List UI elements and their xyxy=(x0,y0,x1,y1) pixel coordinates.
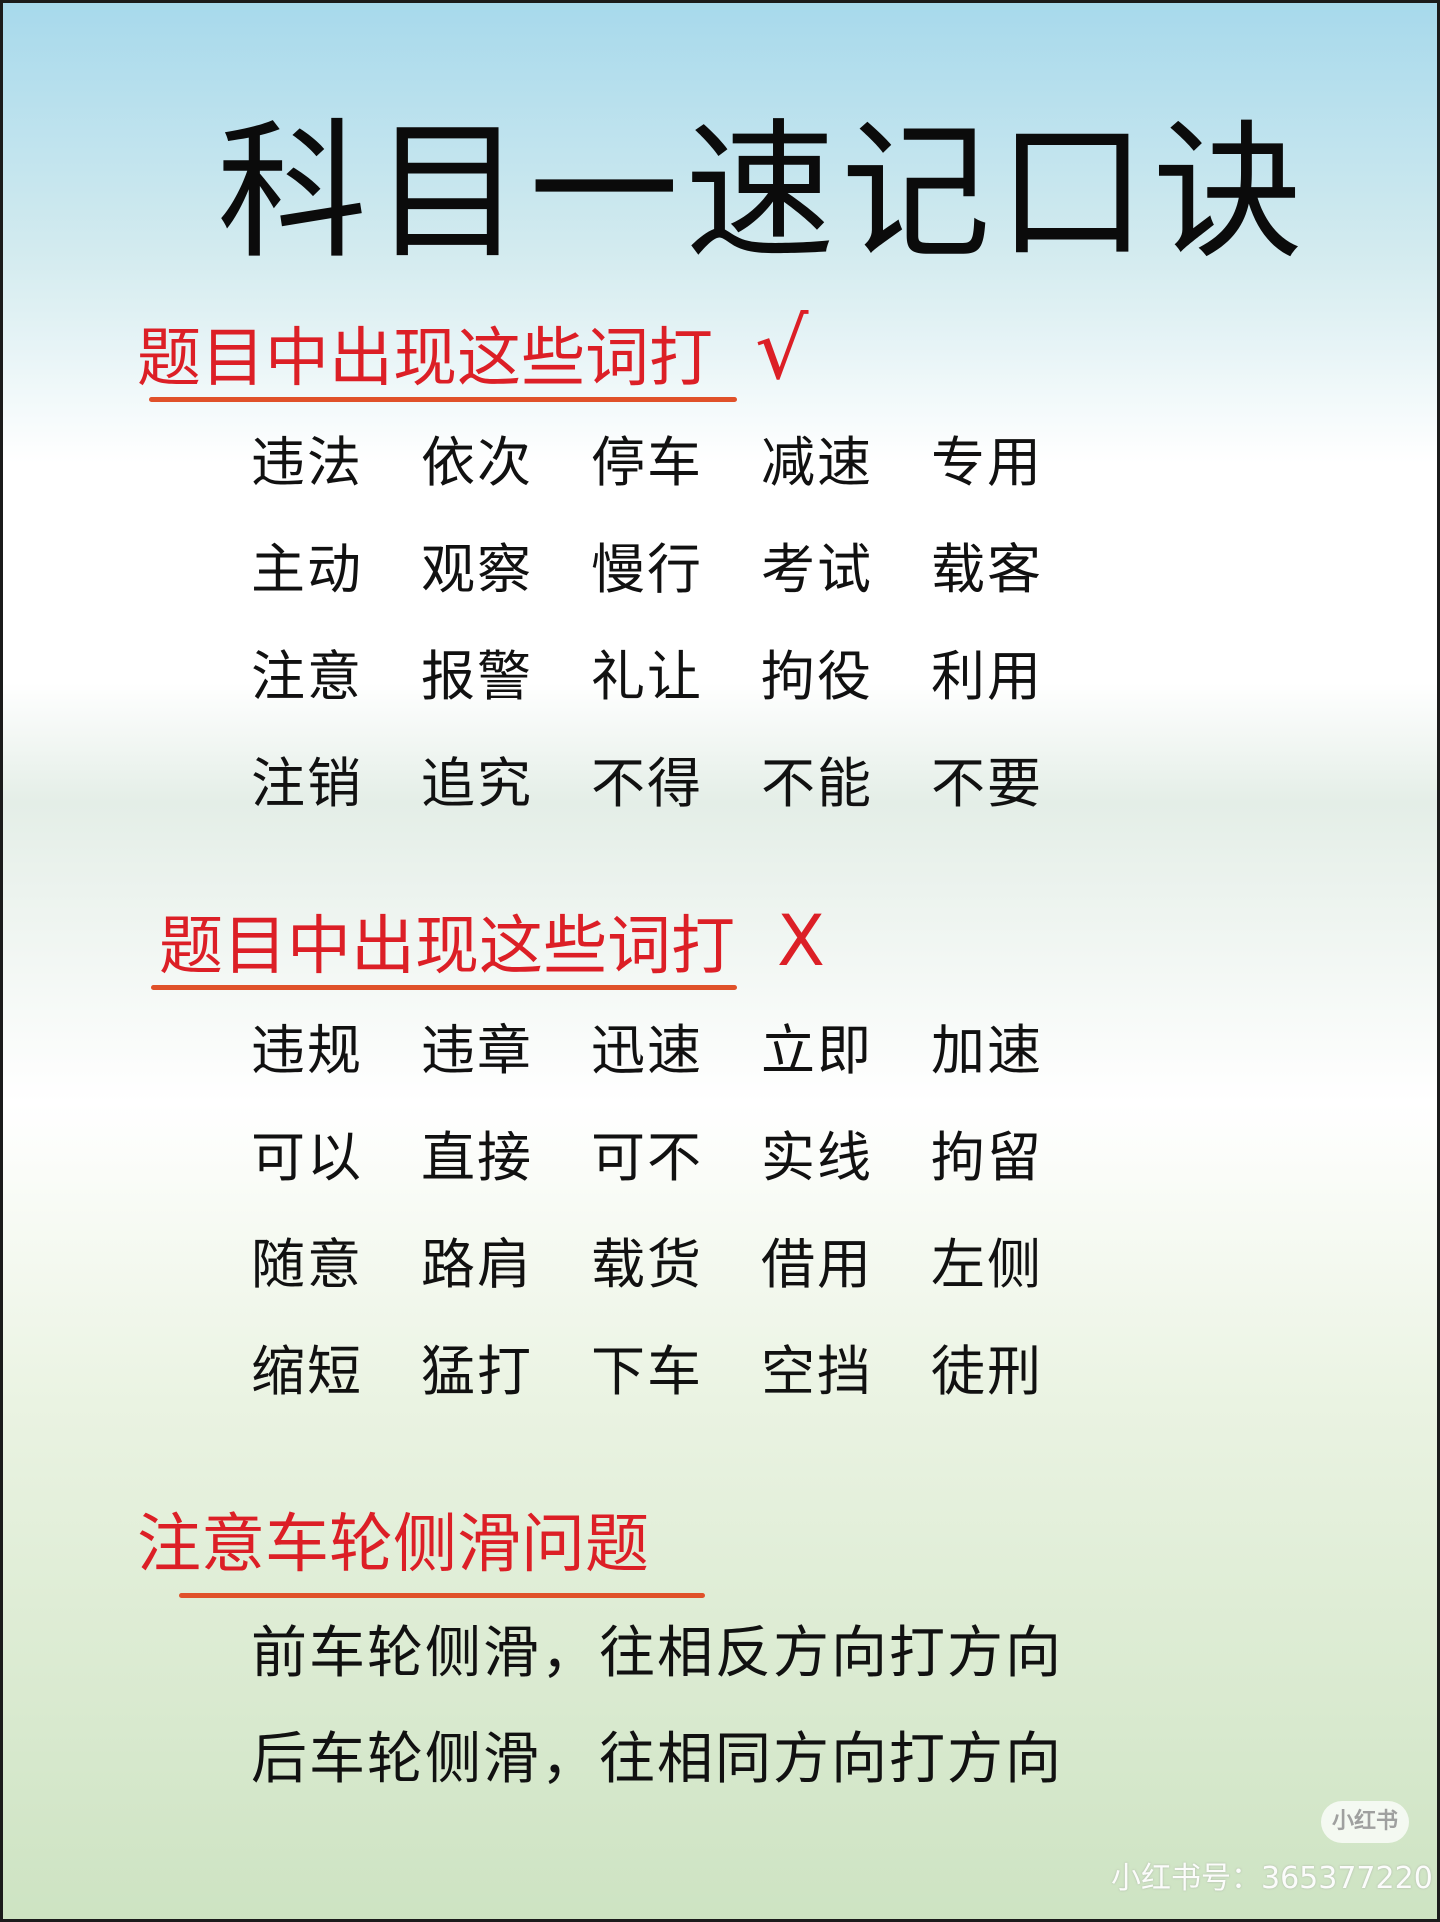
word-item: 空挡 xyxy=(761,1340,873,1403)
word-item: 违章 xyxy=(421,1019,533,1082)
word-grid-correct: 违法 依次 停车 减速 专用 主动 观察 慢行 考试 载客 注意 报警 礼让 拘… xyxy=(251,431,1131,859)
word-item: 报警 xyxy=(421,645,533,708)
word-item: 借用 xyxy=(761,1233,873,1296)
word-item: 利用 xyxy=(931,645,1043,708)
word-item: 拘役 xyxy=(761,645,873,708)
word-item: 实线 xyxy=(761,1126,873,1189)
section-underline xyxy=(151,985,737,990)
word-item: 缩短 xyxy=(251,1340,363,1403)
skid-rule-front: 前车轮侧滑，往相反方向打方向 xyxy=(251,1621,1063,1686)
word-item: 载客 xyxy=(931,538,1043,601)
word-item: 徒刑 xyxy=(931,1340,1043,1403)
page-title: 科目一速记口诀 xyxy=(216,106,1309,280)
word-item: 违规 xyxy=(251,1019,363,1082)
word-item: 直接 xyxy=(421,1126,533,1189)
word-item: 拘留 xyxy=(931,1126,1043,1189)
word-item: 慢行 xyxy=(591,538,703,601)
word-item: 下车 xyxy=(591,1340,703,1403)
word-item: 注意 xyxy=(251,645,363,708)
word-item: 减速 xyxy=(761,431,873,494)
section-underline xyxy=(149,397,737,402)
word-item: 可不 xyxy=(591,1126,703,1189)
word-item: 不得 xyxy=(591,752,703,815)
word-item: 猛打 xyxy=(421,1340,533,1403)
section-heading-wrong: 题目中出现这些词打 xyxy=(159,910,735,984)
word-item: 主动 xyxy=(251,538,363,601)
word-item: 专用 xyxy=(931,431,1043,494)
check-mark-icon: √ xyxy=(755,300,809,398)
word-item: 载货 xyxy=(591,1233,703,1296)
word-item: 路肩 xyxy=(421,1233,533,1296)
word-item: 追究 xyxy=(421,752,533,815)
word-item: 违法 xyxy=(251,431,363,494)
watermark-id: 小红书号：365377220 xyxy=(1111,1861,1433,1896)
word-item: 观察 xyxy=(421,538,533,601)
word-item: 左侧 xyxy=(931,1233,1043,1296)
word-item: 注销 xyxy=(251,752,363,815)
word-item: 不要 xyxy=(931,752,1043,815)
word-item: 依次 xyxy=(421,431,533,494)
section-heading-correct: 题目中出现这些词打 xyxy=(137,322,713,396)
section-heading-skid: 注意车轮侧滑问题 xyxy=(137,1508,649,1582)
word-item: 迅速 xyxy=(591,1019,703,1082)
skid-rule-rear: 后车轮侧滑，往相同方向打方向 xyxy=(251,1727,1063,1792)
word-item: 随意 xyxy=(251,1233,363,1296)
word-item: 立即 xyxy=(761,1019,873,1082)
cross-mark-icon: X xyxy=(777,900,825,982)
word-grid-wrong: 违规 违章 迅速 立即 加速 可以 直接 可不 实线 拘留 随意 路肩 载货 借… xyxy=(251,1019,1131,1447)
word-item: 加速 xyxy=(931,1019,1043,1082)
word-item: 可以 xyxy=(251,1126,363,1189)
word-item: 不能 xyxy=(761,752,873,815)
word-item: 停车 xyxy=(591,431,703,494)
word-item: 考试 xyxy=(761,538,873,601)
section-underline xyxy=(179,1593,705,1598)
word-item: 礼让 xyxy=(591,645,703,708)
xiaohongshu-logo: 小红书 xyxy=(1321,1801,1409,1843)
